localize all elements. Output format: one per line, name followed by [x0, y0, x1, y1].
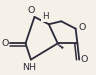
Text: NH: NH [22, 63, 36, 72]
Text: O: O [78, 23, 86, 32]
Circle shape [62, 47, 63, 48]
Text: O: O [81, 55, 88, 64]
Circle shape [60, 46, 61, 47]
Text: O: O [27, 6, 35, 15]
Text: H: H [42, 12, 48, 21]
Text: O: O [1, 39, 9, 48]
